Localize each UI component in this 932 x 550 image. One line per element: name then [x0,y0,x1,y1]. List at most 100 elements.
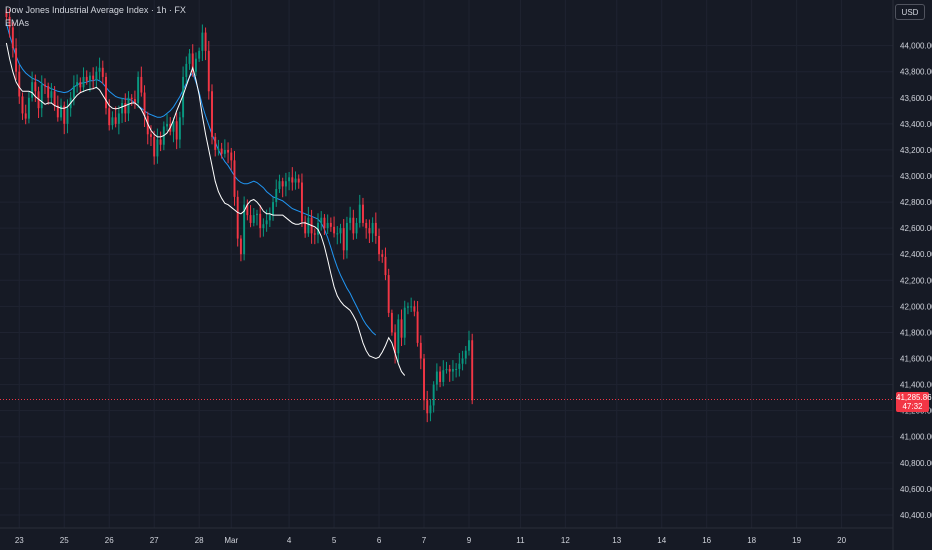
time-tick-label: 7 [422,536,427,545]
candle-down [374,222,377,236]
candle-up [198,50,201,59]
price-tick-label: 41,400.00 [900,381,932,390]
candle-up [31,82,34,98]
candle-up [27,97,30,119]
candle-down [281,181,284,187]
time-tick-label: Mar [224,536,238,545]
candle-up [355,222,358,234]
price-tick-label: 43,400.00 [900,120,932,129]
candle-up [294,178,297,183]
candle-down [439,371,442,382]
last-price-tag: 41,285.86 47:32 [896,392,932,413]
candle-up [403,307,406,338]
candle-down [246,204,249,216]
candle-down [381,254,384,257]
candle-up [397,319,400,354]
candle-up [458,363,461,369]
candle-up [194,58,197,72]
candle-up [178,117,181,140]
candle-down [159,139,162,145]
symbol-title[interactable]: Dow Jones Industrial Average Index · 1h … [5,5,186,15]
candle-down [378,235,381,255]
time-tick-label: 4 [287,536,292,545]
candle-down [8,16,11,28]
candle-up [117,113,120,124]
time-tick-label: 28 [195,536,204,545]
price-tick-label: 40,400.00 [900,511,932,520]
candle-down [5,11,8,17]
candle-up [442,370,445,382]
candle-down [304,221,307,234]
candle-down [423,358,425,401]
candle-down [204,32,207,51]
candle-up [406,306,409,308]
candle-down [471,340,474,401]
price-tick-label: 42,400.00 [900,250,932,259]
candle-down [105,76,107,109]
candle-down [153,136,156,157]
candle-down [21,96,24,114]
price-tick-label: 40,600.00 [900,485,932,494]
candle-up [137,76,140,103]
price-tick-label: 42,200.00 [900,276,932,285]
candle-down [394,332,397,354]
price-tick-label: 42,800.00 [900,198,932,207]
candle-up [262,224,265,229]
candle-up [468,340,470,351]
candle-up [345,222,348,251]
price-tick-label: 43,800.00 [900,68,932,77]
candle-down [300,182,303,222]
candle-up [410,306,413,308]
time-tick-label: 19 [792,536,801,545]
candle-down [368,228,371,234]
candle-down [313,233,316,235]
candle-up [50,91,53,98]
time-tick-label: 18 [747,536,756,545]
price-tick-label: 43,600.00 [900,94,932,103]
time-tick-label: 27 [150,536,159,545]
candle-up [127,97,130,114]
candle-up [243,204,246,255]
candle-up [217,148,220,150]
candle-up [435,371,438,385]
candle-up [272,202,275,216]
candle-up [182,76,185,118]
candle-up [156,139,159,157]
candle-up [223,149,226,154]
candle-down [15,48,18,72]
time-tick-label: 6 [377,536,382,545]
candle-down [79,82,82,88]
candle-down [390,312,393,333]
candle-down [56,105,59,118]
candle-up [339,228,342,234]
candle-up [82,76,85,88]
indicator-legend-emas[interactable]: EMAs [5,18,30,28]
candle-up [185,63,188,77]
candle-down [220,148,223,154]
candle-down [419,342,422,359]
currency-button[interactable]: USD [895,4,925,20]
price-tick-label: 42,600.00 [900,224,932,233]
price-tick-label: 41,000.00 [900,433,932,442]
candle-up [201,32,204,51]
candle-up [188,53,191,64]
candle-down [342,228,345,251]
candle-down [239,238,242,255]
last-price-value: 41,285.86 [896,393,932,403]
candle-up [349,217,352,223]
candle-down [323,217,326,229]
time-axis[interactable]: 23 25 26 27 28 Mar 4 5 6 7 9 11 12 13 14 16 18 19 20 [0,527,893,545]
candle-down [133,99,136,103]
candle-up [288,177,291,182]
time-tick-label: 9 [467,536,472,545]
candle-up [60,105,62,118]
candle-down [211,91,213,137]
price-axis[interactable]: 44,000.00 43,800.00 43,600.00 43,400.00 43,2… [892,0,932,550]
candle-up [278,181,281,190]
chart-grid [0,0,893,528]
candle-down [150,134,152,137]
candle-down [85,76,88,81]
time-tick-label: 14 [657,536,666,545]
candle-up [451,368,454,372]
